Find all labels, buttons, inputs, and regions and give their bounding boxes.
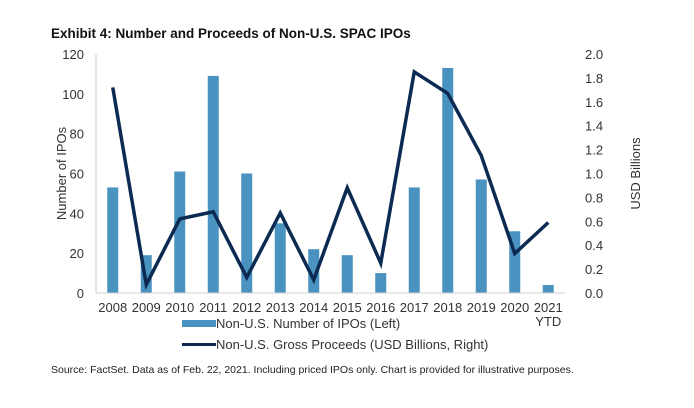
right-tick-label: 1.0 (585, 167, 603, 182)
x-tick-label: 2019 (467, 300, 496, 315)
bar-2020 (509, 231, 521, 293)
x-tick-label: 2008 (98, 300, 127, 315)
left-tick-label: 80 (70, 127, 84, 142)
right-tick-label: 1.4 (585, 119, 603, 134)
x-tick-label: 2017 (400, 300, 429, 315)
right-tick-label: 1.8 (585, 71, 603, 86)
bar-2017 (408, 187, 420, 293)
legend-label-line: Non-U.S. Gross Proceeds (USD Billions, R… (216, 337, 489, 352)
x-tick-label: 2014 (299, 300, 328, 315)
source-note: Source: FactSet. Data as of Feb. 22, 202… (51, 364, 574, 376)
left-tick-label: 40 (70, 206, 84, 221)
right-tick-label: 0.6 (585, 214, 603, 229)
bar-2009 (140, 255, 152, 293)
left-tick-label: 100 (62, 87, 84, 102)
x-tick-label: 2009 (132, 300, 161, 315)
left-tick-label: 120 (62, 47, 84, 62)
right-tick-label: 0.4 (585, 238, 603, 253)
y-axis-title-left: Number of IPOs (54, 126, 69, 220)
chart-title: Exhibit 4: Number and Proceeds of Non-U.… (51, 26, 411, 41)
x-tick-label: 2016 (366, 300, 395, 315)
legend-item-bars: Non-U.S. Number of IPOs (Left) (182, 316, 400, 331)
proceeds-line (111, 69, 550, 291)
left-tick-label: 20 (70, 246, 84, 261)
x-tick-label: 2013 (266, 300, 295, 315)
x-tick-label: 2015 (333, 300, 362, 315)
legend-swatch-bar (182, 320, 216, 327)
right-tick-label: 1.2 (585, 143, 603, 158)
bar-2021-ytd (542, 285, 554, 293)
bar-2019 (475, 179, 487, 293)
x-tick-label: 2011 (199, 300, 227, 315)
legend-label-bars: Non-U.S. Number of IPOs (Left) (216, 316, 401, 331)
right-tick-label: 1.6 (585, 95, 603, 110)
left-tick-label: 60 (70, 167, 84, 182)
x-tick-label: 2010 (165, 300, 194, 315)
right-tick-label: 0.8 (585, 190, 603, 205)
legend-item-line: Non-U.S. Gross Proceeds (USD Billions, R… (182, 337, 488, 352)
right-tick-label: 0.0 (585, 286, 603, 301)
x-tick-label: 2018 (433, 300, 462, 315)
left-tick-label: 0 (77, 286, 84, 301)
bar-2014 (308, 249, 320, 293)
right-tick-label: 2.0 (585, 47, 603, 62)
bar-2010 (174, 171, 186, 293)
legend-swatch-line (182, 343, 216, 346)
right-tick-label: 0.2 (585, 262, 603, 277)
x-tick-label: 2020 (500, 300, 529, 315)
y-axis-title-right: USD Billions (628, 137, 643, 210)
bar-2011 (207, 75, 219, 294)
bar-2008 (107, 187, 119, 293)
bar-2018 (442, 67, 454, 293)
x-tick-label: 2012 (232, 300, 261, 315)
bar-2012 (241, 173, 253, 293)
x-tick-label: 2021 (534, 300, 563, 315)
x-tick-label: YTD (535, 314, 561, 329)
bar-2016 (375, 273, 387, 293)
bar-2013 (274, 223, 286, 293)
bar-2015 (341, 255, 353, 293)
